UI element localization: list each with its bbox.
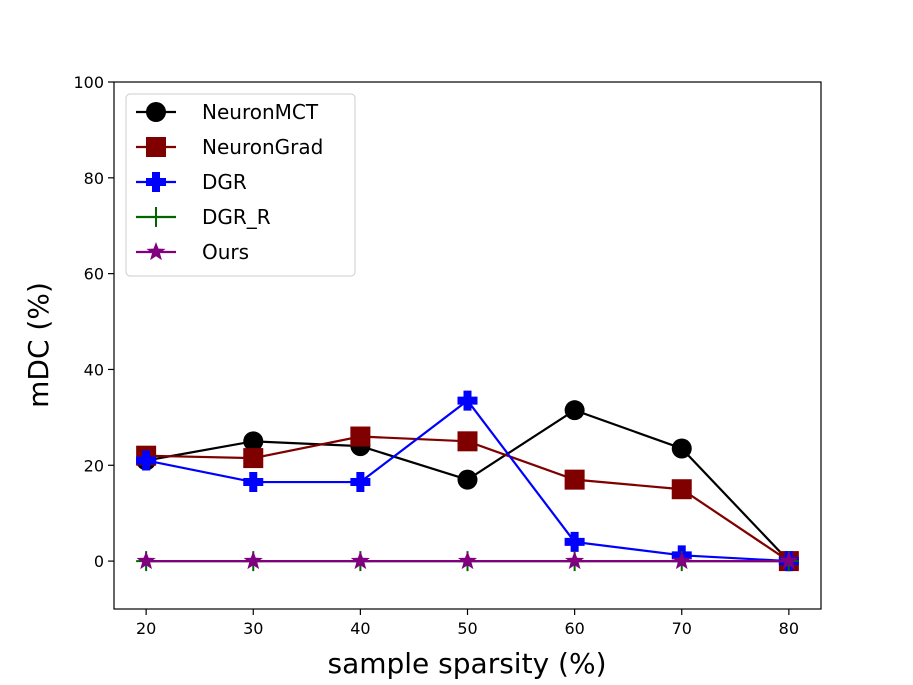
- y-tick-label: 0: [94, 552, 104, 571]
- legend-label: NeuronMCT: [202, 100, 319, 124]
- data-point: [350, 472, 371, 493]
- legend-marker: [146, 172, 166, 192]
- x-tick-label: 30: [243, 619, 263, 638]
- data-point: [564, 469, 585, 490]
- legend-entry: NeuronGrad: [136, 135, 323, 159]
- data-point: [671, 479, 692, 500]
- data-point: [564, 531, 585, 552]
- x-tick-label: 60: [564, 619, 584, 638]
- y-tick-label: 60: [84, 265, 104, 284]
- x-tick-label: 70: [672, 619, 692, 638]
- data-point: [243, 472, 264, 493]
- x-axis-label: sample sparsity (%): [327, 647, 606, 680]
- data-point: [243, 431, 264, 452]
- data-point: [457, 469, 478, 490]
- plot-frame: [113, 81, 822, 610]
- data-point: [457, 390, 478, 411]
- y-axis-label: mDC (%): [22, 282, 55, 408]
- legend-entry: DGR_R: [136, 205, 271, 229]
- data-point: [243, 448, 264, 469]
- series-ours: [136, 551, 799, 570]
- data-point: [136, 551, 156, 570]
- data-point: [564, 400, 585, 421]
- legend-marker: [146, 242, 166, 261]
- data-point: [671, 438, 692, 459]
- x-tick-label: 20: [136, 619, 156, 638]
- data-point: [457, 431, 478, 452]
- y-tick-label: 100: [73, 73, 104, 92]
- legend-label: DGR: [202, 170, 247, 194]
- legend-label: DGR_R: [202, 205, 271, 229]
- data-point: [672, 551, 692, 570]
- legend-marker: [146, 207, 166, 227]
- legend: NeuronMCT NeuronGrad DGR DGR_R Ours: [125, 93, 356, 277]
- data-point: [350, 551, 370, 570]
- axis-ticks: 20 30 40 50 60 70 80 0 20 40 60 80 100: [73, 73, 799, 638]
- x-tick-label: 80: [779, 619, 799, 638]
- y-tick-label: 20: [84, 456, 104, 475]
- legend-entry: Ours: [136, 240, 249, 264]
- legend-label: NeuronGrad: [202, 135, 323, 159]
- series-layer: [136, 390, 799, 572]
- legend-marker: [146, 137, 166, 157]
- data-point: [350, 426, 371, 447]
- data-point: [457, 551, 478, 570]
- y-tick-label: 80: [84, 169, 104, 188]
- legend-frame: [125, 93, 356, 277]
- data-point: [243, 551, 263, 570]
- data-point: [565, 551, 585, 570]
- legend-entry: DGR: [136, 170, 247, 194]
- data-point: [136, 450, 157, 471]
- x-tick-label: 50: [457, 619, 477, 638]
- legend-marker: [146, 102, 166, 122]
- y-tick-label: 40: [84, 360, 104, 379]
- data-point: [779, 551, 799, 570]
- legend-entry: NeuronMCT: [136, 100, 319, 124]
- legend-label: Ours: [202, 240, 249, 264]
- x-tick-label: 40: [350, 619, 370, 638]
